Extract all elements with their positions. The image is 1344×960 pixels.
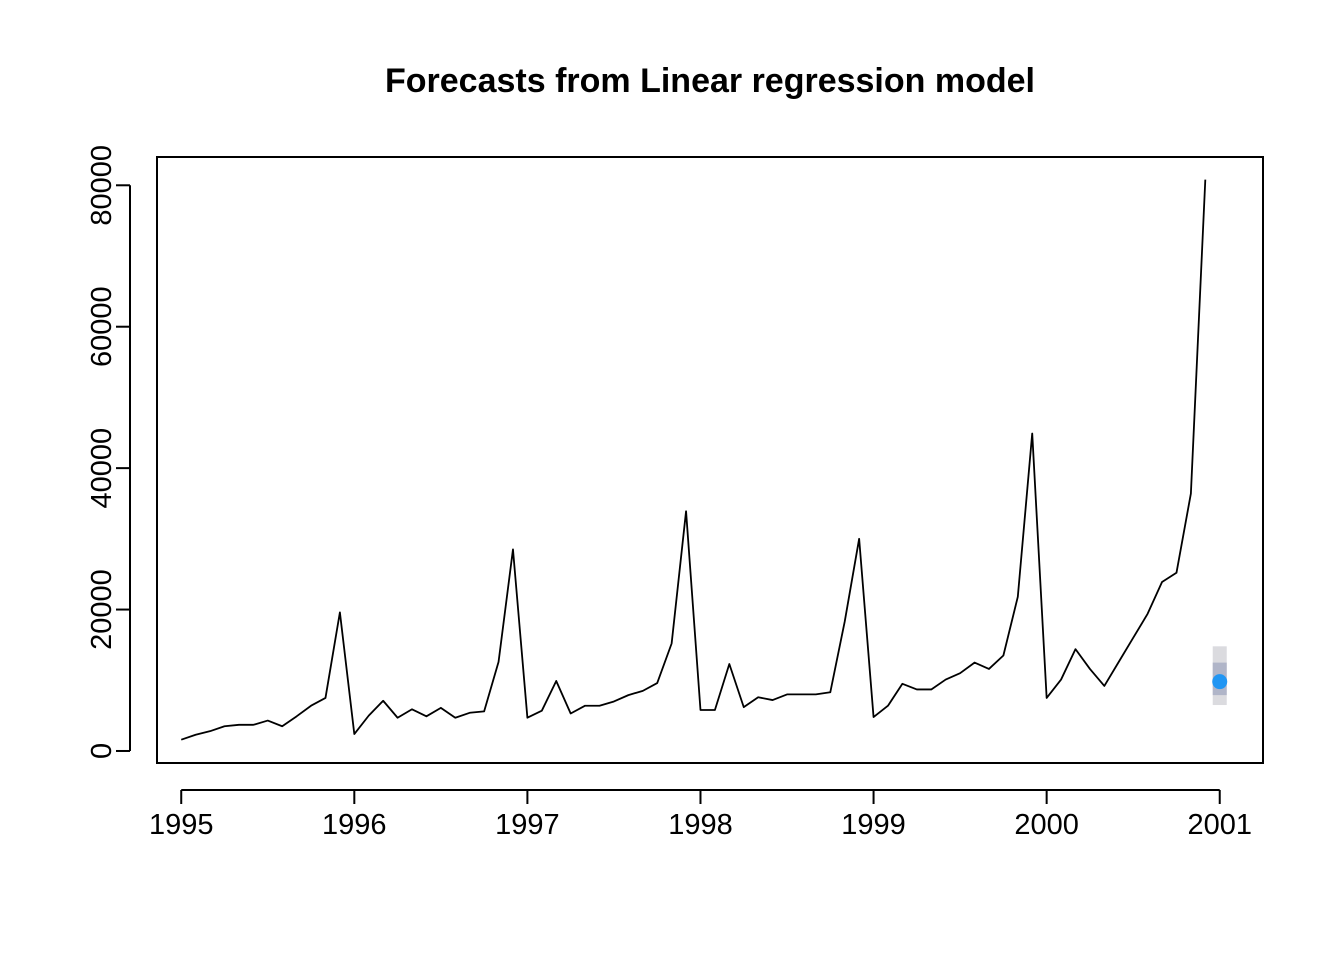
y-tick-label: 40000 [86, 428, 118, 509]
x-tick-label: 2000 [1014, 809, 1079, 841]
y-tick-label: 20000 [86, 569, 118, 650]
y-axis: 0 20000 40000 60000 80000 [86, 145, 131, 759]
forecast-point [1212, 674, 1228, 690]
y-tick-label: 0 [86, 743, 118, 759]
chart-title: Forecasts from Linear regression model [385, 62, 1035, 100]
x-tick-label: 1995 [149, 809, 214, 841]
x-tick-label: 1997 [495, 809, 560, 841]
plot-frame [156, 156, 1264, 764]
x-tick-label: 2001 [1187, 809, 1252, 841]
forecast-layer [1212, 646, 1228, 706]
x-tick-label: 1996 [322, 809, 387, 841]
y-tick-label: 80000 [86, 145, 118, 226]
series-layer [180, 179, 1207, 741]
x-tick-label: 1998 [668, 809, 733, 841]
y-tick-label: 60000 [86, 286, 118, 367]
x-axis: 1995 1996 1997 1998 1999 2000 2001 [149, 789, 1252, 841]
x-tick-label: 1999 [841, 809, 906, 841]
series-line [180, 179, 1207, 741]
